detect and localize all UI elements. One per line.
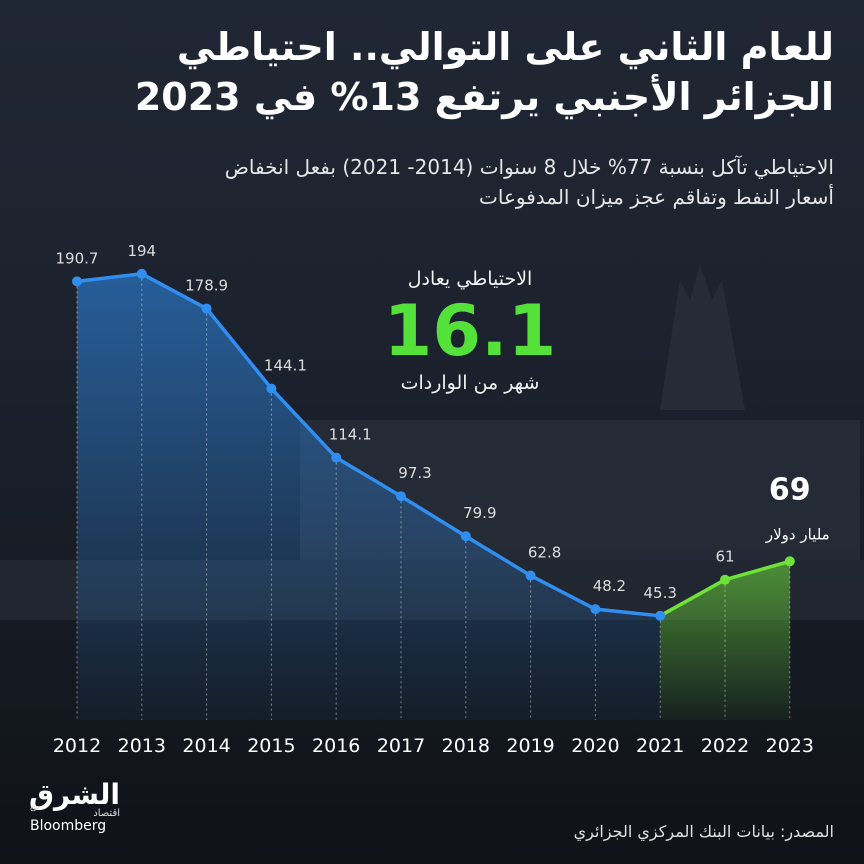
point	[266, 383, 277, 394]
data-label: 45.3	[643, 584, 676, 602]
point	[331, 452, 342, 463]
data-label: 62.8	[528, 544, 561, 562]
data-label: 190.7	[56, 249, 99, 267]
x-tick-label: 2022	[701, 735, 749, 757]
title-line: الجزائر الأجنبي يرتفع 13% في 2023	[134, 75, 834, 119]
data-label: 61	[715, 548, 734, 566]
x-tick-label: 2012	[53, 735, 101, 757]
point	[590, 604, 601, 615]
callout: الاحتياطي يعادل 16.1 شهر من الواردات	[380, 268, 560, 394]
unit-label: مليار دولار	[765, 525, 830, 543]
area	[77, 273, 661, 720]
point	[460, 531, 471, 542]
x-tick-label: 2019	[506, 735, 554, 757]
logo: الشرق اقتصاد مع Bloomberg	[20, 778, 150, 848]
x-tick-label: 2013	[118, 735, 166, 757]
callout-bottom: شهر من الواردات	[400, 372, 540, 394]
source: المصدر: بيانات البنك المركزي الجزائري	[573, 822, 834, 841]
x-tick-label: 2016	[312, 735, 360, 757]
data-label: 114.1	[329, 426, 372, 444]
data-label: 194	[127, 242, 156, 260]
subtitle-line: أسعار النفط وتفاقم عجز ميزان المدفوعات	[479, 185, 834, 209]
title: للعام الثاني على التوالي.. احتياطي الجزا…	[135, 22, 834, 122]
logo-name: الشرق	[28, 778, 120, 811]
x-tick-label: 2015	[247, 735, 295, 757]
point	[72, 276, 82, 287]
area	[660, 561, 790, 720]
point	[655, 610, 666, 621]
point	[201, 303, 212, 314]
x-tick-label: 2014	[182, 735, 230, 757]
point	[136, 268, 147, 279]
subtitle: الاحتياطي تآكل بنسبة 77% خلال 8 سنوات (2…	[225, 152, 834, 212]
callout-value: 16.1	[383, 290, 557, 372]
point	[525, 570, 536, 581]
logo-sub: اقتصاد	[93, 808, 120, 819]
x-tick-label: 2021	[636, 735, 684, 757]
x-tick-label: 2020	[571, 735, 619, 757]
point	[784, 556, 795, 567]
x-tick-label: 2017	[377, 735, 425, 757]
data-label: 48.2	[593, 577, 626, 595]
data-label: 97.3	[398, 464, 431, 482]
data-label: 144.1	[264, 357, 307, 375]
logo-partner: Bloomberg	[30, 818, 107, 834]
logo-with: مع	[30, 802, 40, 812]
data-label: 69	[769, 472, 811, 507]
line	[76, 272, 661, 618]
subtitle-line: الاحتياطي تآكل بنسبة 77% خلال 8 سنوات (2…	[224, 155, 834, 179]
data-label: 178.9	[185, 277, 228, 295]
title-line: للعام الثاني على التوالي.. احتياطي	[176, 25, 834, 69]
data-label: 79.9	[463, 504, 496, 522]
point	[396, 491, 406, 502]
x-tick-label: 2018	[442, 735, 490, 757]
callout-top: الاحتياطي يعادل	[407, 268, 533, 290]
x-tick-label: 2023	[766, 735, 814, 757]
point	[720, 574, 730, 585]
